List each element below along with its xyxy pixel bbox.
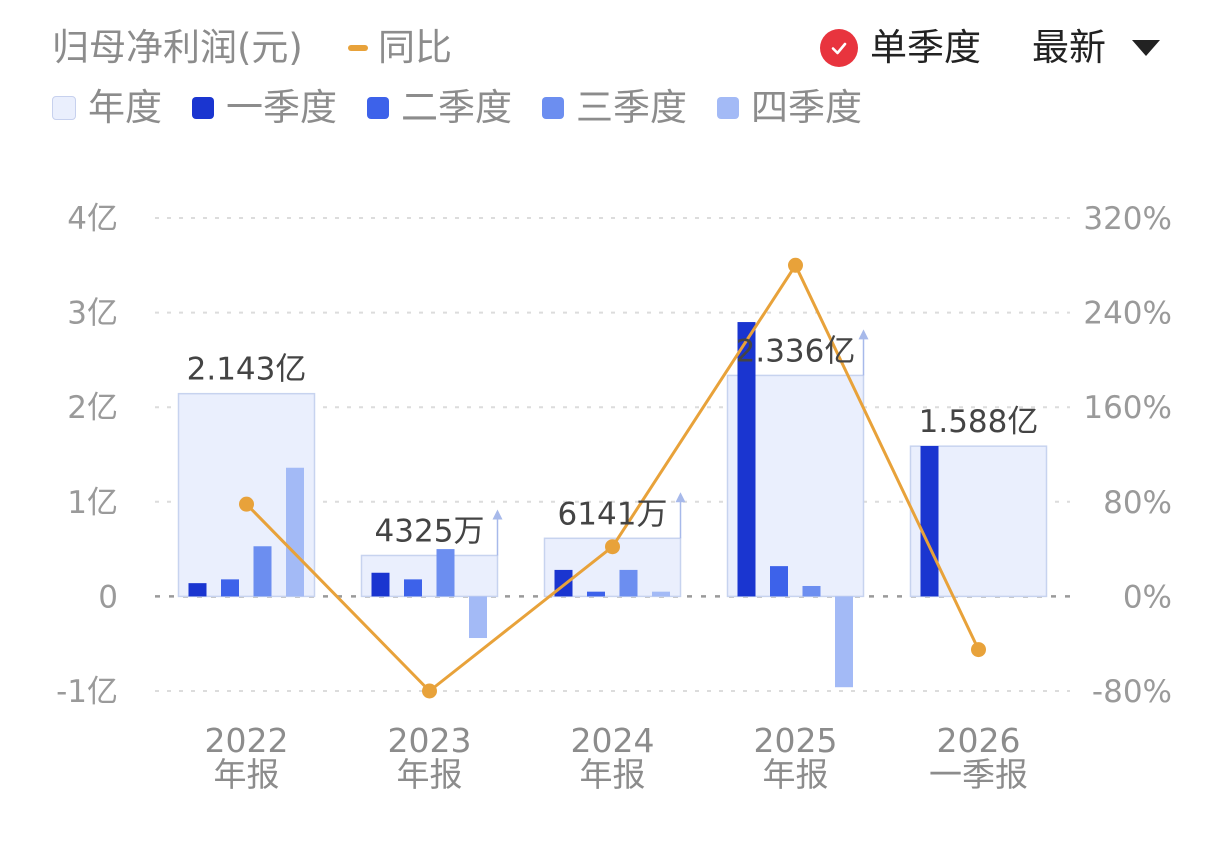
yoy-legend: 同比 [348, 24, 452, 72]
annual-value-label: 4325万 [375, 513, 485, 549]
left-axis-tick: 3亿 [67, 296, 118, 332]
annual-arrow-head [492, 509, 503, 520]
quarter-bar-q4 [652, 591, 670, 597]
right-axis-tick: 0% [1123, 579, 1172, 615]
yoy-legend-label: 同比 [378, 26, 452, 69]
quarter-bar-q2 [770, 566, 788, 597]
quarter-bar-q1 [920, 445, 939, 597]
legend-label-annual: 年度 [88, 86, 162, 129]
quarter-bar-q4 [286, 467, 304, 597]
yoy-line-swatch [348, 45, 368, 51]
x-axis-label: 年报 [214, 755, 280, 794]
quarter-bar-q4 [835, 596, 853, 688]
left-axis-tick: 2亿 [67, 390, 118, 426]
annual-arrow-head [858, 329, 869, 340]
annual-value-label: 6141万 [558, 496, 668, 532]
left-axis-tick: 0 [98, 579, 118, 615]
legend-swatch-q1 [192, 97, 214, 119]
yoy-line [245, 263, 980, 693]
quarter-bar-q2 [221, 579, 239, 597]
legend-label-q2: 二季度 [401, 86, 512, 129]
right-axis-tick: 80% [1103, 485, 1172, 521]
x-axis-label: 2025 [754, 721, 838, 760]
quarter-bar-q1 [554, 569, 573, 597]
chevron-down-icon[interactable] [1132, 40, 1160, 56]
left-axis-tick: 1亿 [67, 485, 118, 521]
left-axis-tick: -1亿 [56, 674, 118, 710]
right-axis-tick: 240% [1083, 296, 1172, 332]
series-legend: 年度 一季度 二季度 三季度 四季度 [52, 84, 862, 132]
x-axis-label: 2026 [937, 721, 1021, 760]
yoy-point [788, 257, 803, 273]
quarter-toggle[interactable]: 单季度 [820, 24, 981, 72]
x-axis-label: 年报 [397, 755, 463, 794]
latest-dropdown-label: 最新 [1032, 26, 1106, 69]
legend-swatch-q3 [542, 97, 564, 119]
left-axis-tick: 4亿 [67, 201, 118, 237]
x-axis-label: 2024 [571, 721, 655, 760]
quarter-bar-q3 [802, 585, 821, 597]
yoy-point [239, 496, 254, 512]
legend-label-q4: 四季度 [751, 86, 862, 129]
legend-item-q4[interactable]: 四季度 [717, 84, 862, 132]
right-axis-tick: -80% [1092, 674, 1172, 710]
annual-value-label: 1.588亿 [919, 404, 1039, 440]
quarter-bar-q1 [188, 583, 207, 597]
legend-item-q2[interactable]: 二季度 [367, 84, 512, 132]
x-axis-label: 年报 [580, 755, 646, 794]
quarter-bar-q3 [253, 546, 272, 597]
legend-swatch-annual [52, 96, 76, 120]
legend-label-q1: 一季度 [226, 86, 337, 129]
legend-item-q1[interactable]: 一季度 [192, 84, 337, 132]
annual-value-label: 2.143亿 [187, 352, 307, 388]
yoy-point [971, 642, 986, 658]
chart-title: 归母净利润(元) [52, 26, 303, 69]
x-axis-label: 一季报 [929, 755, 1028, 794]
legend-swatch-q2 [367, 97, 389, 119]
latest-dropdown[interactable]: 最新 [1032, 24, 1160, 72]
right-axis-tick: 320% [1083, 201, 1172, 237]
quarter-bar-q3 [619, 569, 638, 597]
quarter-toggle-label: 单季度 [870, 26, 981, 69]
annual-arrow-head [675, 492, 686, 503]
quarter-bar-q1 [371, 572, 390, 597]
quarter-bar-q2 [587, 591, 605, 597]
right-axis-tick: 160% [1083, 390, 1172, 426]
x-axis-label: 2022 [205, 721, 289, 760]
legend-swatch-q4 [717, 97, 739, 119]
legend-label-q3: 三季度 [576, 86, 687, 129]
quarter-bar-q3 [436, 549, 455, 597]
legend-item-q3[interactable]: 三季度 [542, 84, 687, 132]
legend-item-annual[interactable]: 年度 [52, 84, 162, 132]
quarter-bar-q1 [737, 322, 756, 597]
quarter-bar-q2 [404, 579, 422, 597]
x-axis-label: 2023 [388, 721, 472, 760]
x-axis-label: 年报 [763, 755, 829, 794]
quarter-bar-q4 [469, 596, 487, 639]
annual-value-label: 2.336亿 [736, 333, 856, 369]
yoy-point [422, 683, 437, 699]
yoy-point [605, 539, 620, 555]
check-icon[interactable] [820, 29, 858, 67]
